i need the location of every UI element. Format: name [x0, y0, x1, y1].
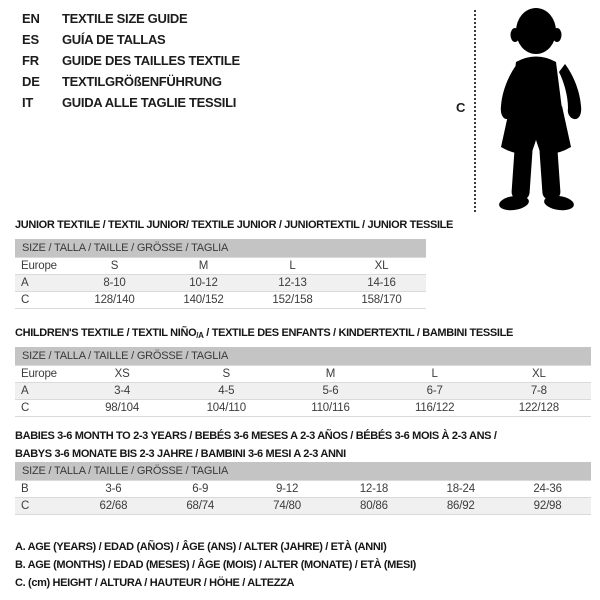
babies-section-title: BABIES 3-6 MONTH TO 2-3 YEARS / BEBÉS 3-…: [15, 427, 497, 463]
language-row: EN TEXTILE SIZE GUIDE: [22, 8, 240, 29]
size-cell: 98/104: [105, 401, 140, 414]
language-code: DE: [22, 74, 40, 89]
footnotes: A. AGE (YEARS) / EDAD (AÑOS) / ÂGE (ANS)…: [15, 538, 416, 592]
junior-section-title: JUNIOR TEXTILE / TEXTIL JUNIOR/ TEXTILE …: [15, 219, 454, 231]
size-cell: M: [198, 259, 209, 272]
size-cell: 10-12: [159, 274, 248, 291]
babies-title-line1: BABIES 3-6 MONTH TO 2-3 YEARS / BEBÉS 3-…: [15, 430, 497, 442]
row-label: B: [21, 482, 29, 495]
measure-label-c: C: [456, 100, 466, 115]
size-cell: 152/158: [272, 293, 313, 306]
children-section-title: CHILDREN'S TEXTILE / TEXTIL NIÑO/A / TEX…: [15, 324, 513, 345]
size-header: SIZE / TALLA / TAILLE / GRÖSSE / TAGLIA: [15, 462, 591, 480]
size-cell: L: [431, 367, 438, 380]
children-title-prefix: CHILDREN'S TEXTILE / TEXTIL NIÑO: [15, 327, 197, 339]
language-title: GUÍA DE TALLAS: [62, 32, 166, 47]
size-header: SIZE / TALLA / TAILLE / GRÖSSE / TAGLIA: [15, 239, 426, 257]
size-header: SIZE / TALLA / TAILLE / GRÖSSE / TAGLIA: [15, 347, 591, 365]
size-cell: 80/86: [330, 497, 418, 514]
size-cell: M: [325, 367, 336, 380]
size-cell: 24-36: [533, 482, 562, 495]
size-cell: 9-12: [275, 482, 299, 495]
size-cell: 7-8: [486, 382, 591, 399]
size-cell: 6-7: [382, 382, 487, 399]
row-label: C: [21, 293, 30, 306]
footnote-b: B. AGE (MONTHS) / EDAD (MESES) / ÂGE (MO…: [15, 559, 416, 571]
row-label: A: [15, 382, 70, 399]
language-row: DE TEXTILGRÖßENFÜHRUNG: [22, 71, 240, 92]
table-row-c: C 98/104 104/110 110/116 116/122 122/128: [15, 399, 591, 416]
language-code: ES: [22, 32, 39, 47]
size-cell: 14-16: [337, 274, 426, 291]
dotted-measure-line: [474, 10, 476, 212]
children-size-table: SIZE / TALLA / TAILLE / GRÖSSE / TAGLIA …: [15, 347, 591, 417]
table-row-c: C 62/68 68/74 74/80 80/86 86/92 92/98: [15, 497, 591, 514]
language-list: EN TEXTILE SIZE GUIDE ES GUÍA DE TALLAS …: [22, 8, 240, 113]
size-cell: 116/122: [414, 401, 455, 414]
language-code: FR: [22, 53, 39, 68]
height-figure: C: [440, 0, 600, 220]
row-label: Europe: [21, 367, 57, 380]
language-title: TEXTILE SIZE GUIDE: [62, 11, 188, 26]
language-row: FR GUIDE DES TAILLES TEXTILE: [22, 50, 240, 71]
language-title: GUIDA ALLE TAGLIE TESSILI: [62, 95, 237, 110]
size-cell: 3-4: [70, 382, 175, 399]
size-header-row: SIZE / TALLA / TAILLE / GRÖSSE / TAGLIA: [15, 239, 426, 257]
junior-size-table: SIZE / TALLA / TAILLE / GRÖSSE / TAGLIA …: [15, 239, 426, 309]
size-cell: 8-10: [70, 274, 159, 291]
table-row-europe: Europe S M L XL: [15, 257, 426, 274]
toddler-silhouette-icon: [499, 8, 582, 211]
children-title-suffix: / TEXTILE DES ENFANTS / KINDERTEXTIL / B…: [203, 327, 513, 339]
size-cell: 18-24: [446, 482, 476, 495]
table-row-c: C 128/140 140/152 152/158 158/170: [15, 291, 426, 308]
size-cell: 74/80: [243, 497, 331, 514]
footnote-a: A. AGE (YEARS) / EDAD (AÑOS) / ÂGE (ANS)…: [15, 541, 387, 553]
size-cell: XS: [114, 367, 130, 380]
size-cell: XL: [374, 259, 389, 272]
size-cell: 122/128: [518, 401, 559, 414]
size-cell: 62/68: [70, 497, 157, 514]
size-cell: 158/170: [361, 293, 402, 306]
size-cell: 4-5: [174, 382, 279, 399]
row-label: C: [15, 497, 70, 514]
size-header-row: SIZE / TALLA / TAILLE / GRÖSSE / TAGLIA: [15, 462, 591, 480]
row-label: A: [15, 274, 70, 291]
size-cell: 12-13: [248, 274, 337, 291]
size-cell: 128/140: [94, 293, 135, 306]
size-cell: L: [289, 259, 296, 272]
size-cell: 6-9: [192, 482, 209, 495]
row-label: Europe: [21, 259, 57, 272]
size-cell: 68/74: [156, 497, 244, 514]
table-row-a: A 8-10 10-12 12-13 14-16: [15, 274, 426, 291]
table-row-europe: Europe XS S M L XL: [15, 365, 591, 382]
children-title-sub: /A: [196, 331, 204, 340]
size-cell: 104/110: [206, 401, 247, 414]
size-cell: 5-6: [278, 382, 383, 399]
size-cell: 86/92: [417, 497, 505, 514]
size-cell: 140/152: [183, 293, 224, 306]
babies-title-line2: BABYS 3-6 MONATE BIS 2-3 JAHRE / BAMBINI…: [15, 448, 346, 460]
size-cell: 12-18: [359, 482, 389, 495]
size-header-row: SIZE / TALLA / TAILLE / GRÖSSE / TAGLIA: [15, 347, 591, 365]
size-cell: XL: [532, 367, 546, 380]
language-code: EN: [22, 11, 40, 26]
size-cell: 3-6: [105, 482, 122, 495]
language-code: IT: [22, 95, 34, 110]
row-label: C: [21, 401, 30, 414]
footnote-c: C. (cm) HEIGHT / ALTURA / HAUTEUR / HÖHE…: [15, 577, 295, 589]
table-row-b: B 3-6 6-9 9-12 12-18 18-24 24-36: [15, 480, 591, 497]
size-cell: S: [110, 259, 119, 272]
size-cell: 92/98: [504, 497, 591, 514]
table-row-a: A 3-4 4-5 5-6 6-7 7-8: [15, 382, 591, 399]
language-title: TEXTILGRÖßENFÜHRUNG: [62, 74, 222, 89]
babies-size-table: SIZE / TALLA / TAILLE / GRÖSSE / TAGLIA …: [15, 462, 591, 515]
size-cell: 110/116: [311, 401, 350, 414]
language-row: ES GUÍA DE TALLAS: [22, 29, 240, 50]
language-title: GUIDE DES TAILLES TEXTILE: [62, 53, 240, 68]
language-row: IT GUIDA ALLE TAGLIE TESSILI: [22, 92, 240, 113]
size-cell: S: [222, 367, 231, 380]
